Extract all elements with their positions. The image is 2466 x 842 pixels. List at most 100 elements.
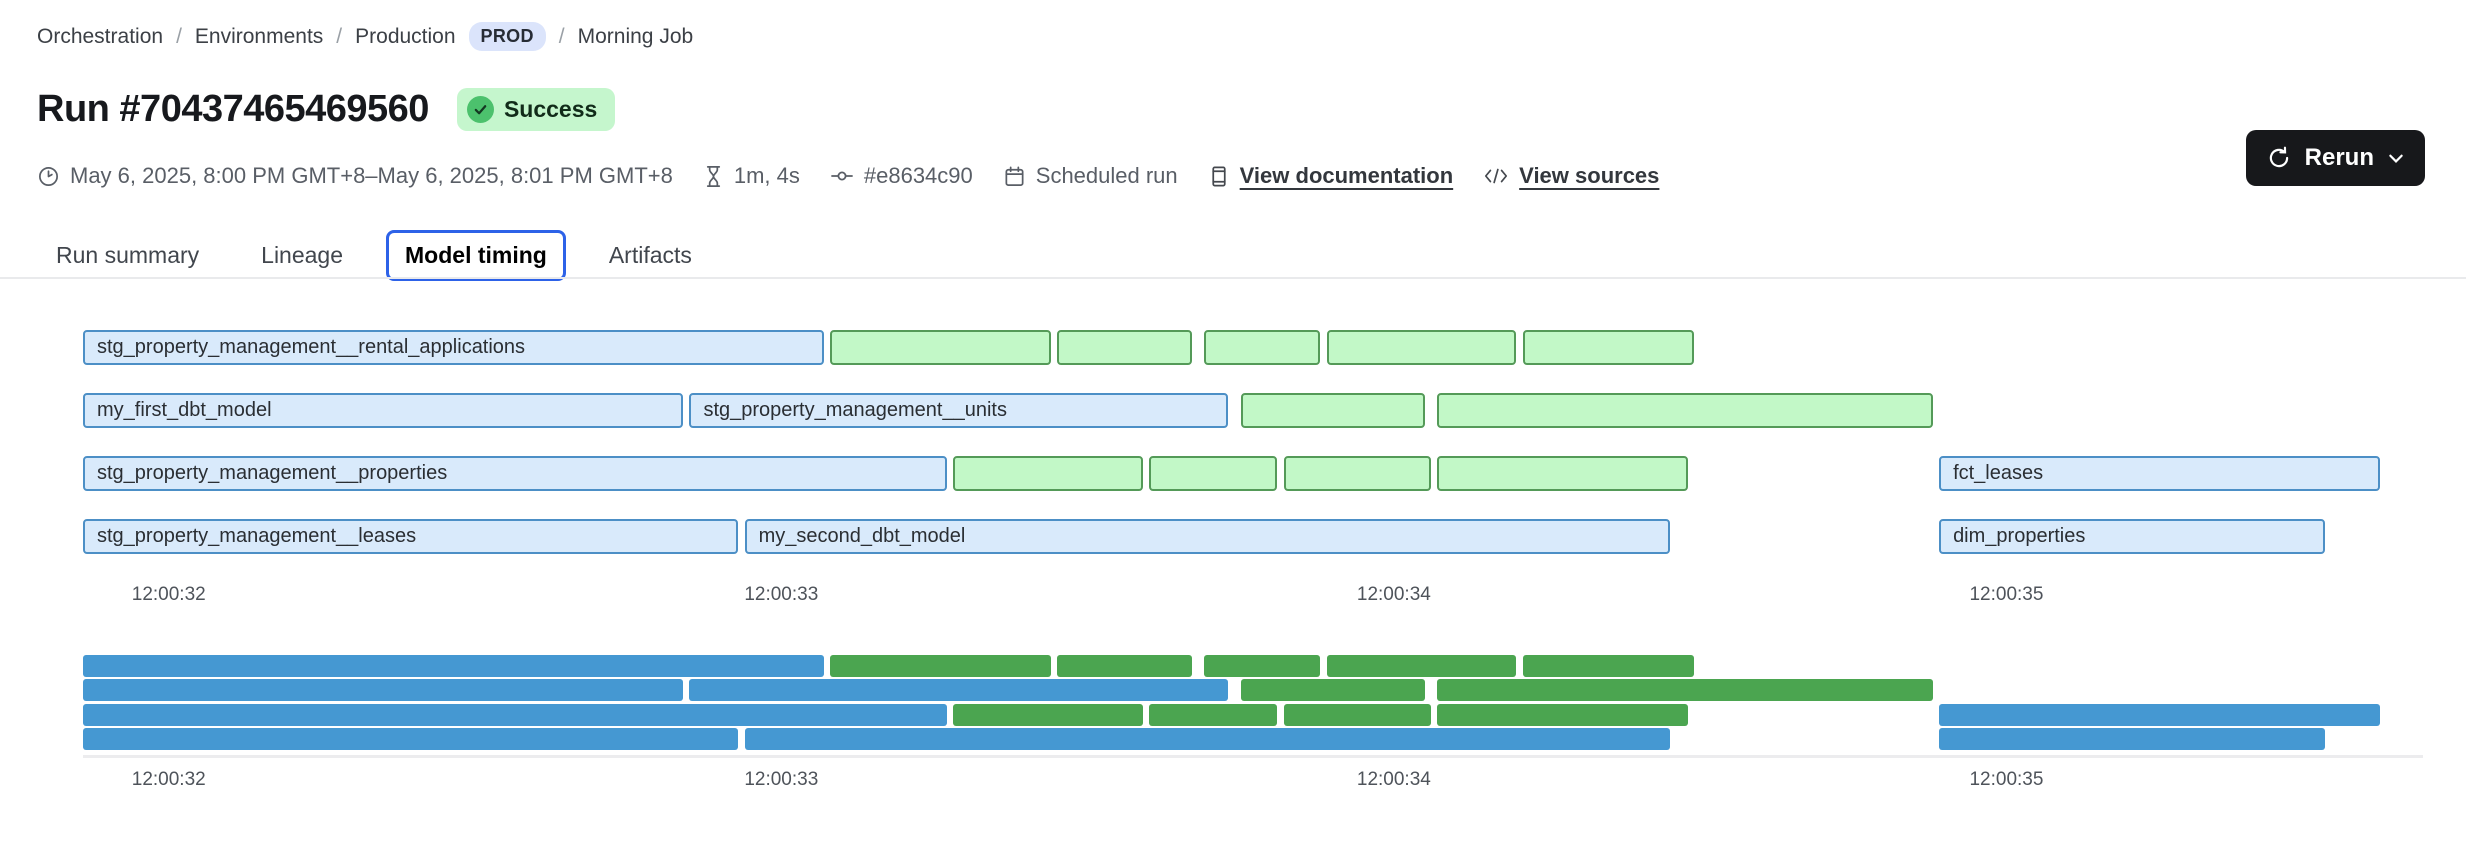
gantt-bar-label: stg_property_management__rental_applicat… [97,336,526,358]
run-type-value: Scheduled run [1035,163,1178,188]
run-type: Scheduled run [1003,163,1178,189]
gantt-bar-test[interactable] [1283,456,1431,491]
check-icon [466,96,494,123]
run-schedule: May 6, 2025, 8:00 PM GMT+8–May 6, 2025, … [37,163,673,189]
chevron-down-icon[interactable] [2387,149,2405,167]
breadcrumb-separator: / [176,24,182,48]
refresh-icon [2266,145,2292,171]
minimap-bar [744,728,1670,750]
gantt-bar-test[interactable] [1240,393,1425,428]
minimap-bar [1203,655,1321,677]
minimap-bar [83,704,947,726]
minimap-bar [952,704,1143,726]
hourglass-icon [703,165,724,188]
commit-icon [830,164,854,188]
breadcrumb-separator: / [336,24,343,48]
tab-run-summary[interactable]: Run summary [56,242,200,268]
gantt-bar-test[interactable] [1326,330,1517,365]
axis-tick-label: 12:00:34 [1356,769,1431,790]
code-icon [1483,165,1509,187]
tab-artifacts[interactable]: Artifacts [608,242,692,268]
minimap-bar [689,679,1229,701]
gantt-bar-fct_leases[interactable]: fct_leases [1939,456,2381,491]
gantt-bar-test[interactable] [830,330,1051,365]
minimap-bar [83,679,684,701]
view-sources[interactable]: View sources [1483,163,1659,189]
gantt-bar-stg_property_management__leases[interactable]: stg_property_management__leases [83,519,739,554]
gantt-bar-label: my_second_dbt_model [758,525,966,547]
gantt-bar-stg_property_management__rental_applications[interactable]: stg_property_management__rental_applicat… [83,330,825,365]
minimap-track [83,755,2423,758]
clock-icon [37,165,60,188]
minimap-bar [83,655,825,677]
gantt-bar-test[interactable] [1436,393,1933,428]
breadcrumb-orchestration[interactable]: Orchestration [37,24,164,48]
minimap-bar [1939,728,2325,750]
model-timing-chart: stg_property_management__rental_applicat… [83,330,2423,554]
axis-tick-label: 12:00:34 [1356,584,1431,605]
gantt-bar-my_first_dbt_model[interactable]: my_first_dbt_model [83,393,684,428]
gantt-bar-my_second_dbt_model[interactable]: my_second_dbt_model [744,519,1670,554]
page-title: Run #70437465469560 [37,88,429,130]
gantt-bar-test[interactable] [1056,330,1192,365]
minimap-bar [1148,704,1278,726]
tabs-divider [0,277,2466,279]
minimap-bar [830,655,1051,677]
view-documentation[interactable]: View documentation [1208,163,1454,189]
gantt-bar-stg_property_management__units[interactable]: stg_property_management__units [689,393,1229,428]
run-date-range: May 6, 2025, 8:00 PM GMT+8–May 6, 2025, … [70,163,673,188]
gantt-bar-label: fct_leases [1953,462,2044,484]
minimap-bar [1326,655,1517,677]
axis-tick-label: 12:00:35 [1969,584,2044,605]
tab-lineage[interactable]: Lineage [261,242,344,268]
gantt-bar-test[interactable] [952,456,1143,491]
run-tabs: Run summary Lineage Model timing Artifac… [37,230,711,281]
axis-tick-label: 12:00:33 [744,584,819,605]
axis-tick-label: 12:00:33 [744,769,819,790]
rerun-button[interactable]: Rerun [2245,130,2425,186]
run-duration-value: 1m, 4s [733,163,800,188]
minimap-bar [1283,704,1431,726]
model-timing-time-axis: 12:00:32 12:00:33 12:00:34 12:00:35 [83,584,2423,608]
minimap-bar [1436,704,1688,726]
minimap-bar [1240,679,1425,701]
breadcrumb-production[interactable]: Production [355,24,456,48]
breadcrumb-separator: / [558,24,565,48]
minimap-bar [1056,655,1192,677]
minimap-time-axis: 12:00:32 12:00:33 12:00:34 12:00:35 [83,769,2423,793]
environment-badge: PROD [468,22,546,51]
axis-tick-label: 12:00:32 [131,584,206,605]
gantt-bar-test[interactable] [1436,456,1688,491]
minimap-bar [83,728,739,750]
status-badge-label: Success [503,96,598,122]
minimap-bar [1939,704,2381,726]
gantt-bar-test[interactable] [1148,456,1278,491]
minimap[interactable] [83,655,2423,750]
axis-tick-label: 12:00:35 [1969,769,2044,790]
breadcrumb-environments[interactable]: Environments [194,24,324,48]
run-commit-value: #e8634c90 [863,163,973,188]
breadcrumb-morning-job[interactable]: Morning Job [577,24,694,48]
document-icon [1208,165,1230,188]
run-commit: #e8634c90 [830,163,973,189]
view-sources-link[interactable]: View sources [1519,163,1660,188]
tab-model-timing[interactable]: Model timing [386,230,566,281]
axis-tick-label: 12:00:32 [131,769,206,790]
gantt-bar-label: dim_properties [1953,525,2086,547]
minimap-bar [1522,655,1695,677]
gantt-bar-test[interactable] [1522,330,1695,365]
breadcrumb: Orchestration / Environments / Productio… [37,22,693,51]
run-meta-row: May 6, 2025, 8:00 PM GMT+8–May 6, 2025, … [37,163,1659,189]
title-row: Run #70437465469560 Success [37,88,616,131]
gantt-bar-test[interactable] [1203,330,1321,365]
view-documentation-link[interactable]: View documentation [1239,163,1454,188]
gantt-bar-label: stg_property_management__leases [97,525,417,547]
gantt-bar-label: stg_property_management__properties [97,462,448,484]
gantt-bar-label: my_first_dbt_model [97,399,272,421]
run-duration: 1m, 4s [703,163,800,189]
gantt-bar-dim_properties[interactable]: dim_properties [1939,519,2325,554]
gantt-bar-stg_property_management__properties[interactable]: stg_property_management__properties [83,456,947,491]
calendar-icon [1003,165,1026,188]
rerun-button-label: Rerun [2304,144,2374,171]
